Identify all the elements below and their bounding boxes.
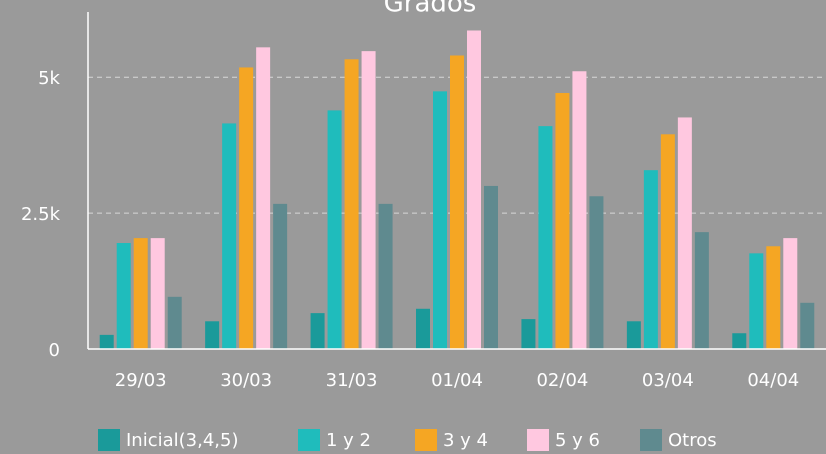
bar	[416, 308, 430, 349]
bar	[205, 321, 220, 349]
legend-swatch	[415, 429, 437, 451]
bar	[273, 203, 288, 349]
legend-swatch	[98, 429, 120, 451]
legend-swatch	[298, 429, 320, 451]
x-tick-label: 01/04	[431, 370, 483, 391]
x-tick-label: 02/04	[536, 370, 588, 391]
x-tick-label: 30/03	[220, 370, 272, 391]
bar	[660, 134, 675, 349]
bar	[450, 55, 464, 349]
bar	[116, 243, 131, 349]
bar	[555, 92, 570, 349]
bar	[643, 170, 658, 349]
bar	[344, 59, 359, 350]
legend-label: 1 y 2	[326, 430, 371, 451]
bar	[167, 296, 182, 349]
legend-label: Inicial(3,4,5)	[126, 430, 239, 451]
bar	[222, 123, 237, 349]
bar	[99, 334, 114, 349]
bar	[484, 185, 498, 349]
bar	[378, 203, 393, 349]
bar	[766, 246, 781, 349]
x-tick-label: 29/03	[115, 370, 167, 391]
legend-label: Otros	[668, 430, 717, 451]
bar	[589, 196, 604, 349]
x-tick-label: 31/03	[326, 370, 378, 391]
bar	[327, 110, 342, 349]
bar	[694, 232, 709, 349]
bar	[732, 333, 747, 349]
bar	[433, 91, 447, 349]
bar	[239, 67, 254, 350]
bar	[256, 47, 271, 349]
legend-label: 5 y 6	[555, 430, 600, 451]
bar	[521, 319, 536, 349]
bar	[310, 313, 325, 349]
bar	[800, 302, 815, 349]
bar	[783, 238, 798, 349]
y-tick-label: 0	[49, 340, 60, 361]
y-tick-label: 5k	[38, 68, 60, 89]
legend-label: 3 y 4	[443, 430, 488, 451]
legend-swatch	[527, 429, 549, 451]
bar	[626, 321, 641, 349]
bar	[467, 30, 481, 349]
bar	[572, 71, 587, 350]
bar	[677, 117, 692, 349]
bar	[361, 51, 376, 349]
bar	[133, 238, 148, 349]
x-tick-label: 04/04	[747, 370, 799, 391]
chart-title: Grados	[384, 0, 477, 19]
bar	[538, 126, 553, 349]
y-tick-label: 2.5k	[21, 204, 61, 225]
bar	[749, 253, 764, 349]
legend-swatch	[640, 429, 662, 451]
x-tick-label: 03/04	[642, 370, 694, 391]
bar	[150, 238, 165, 349]
